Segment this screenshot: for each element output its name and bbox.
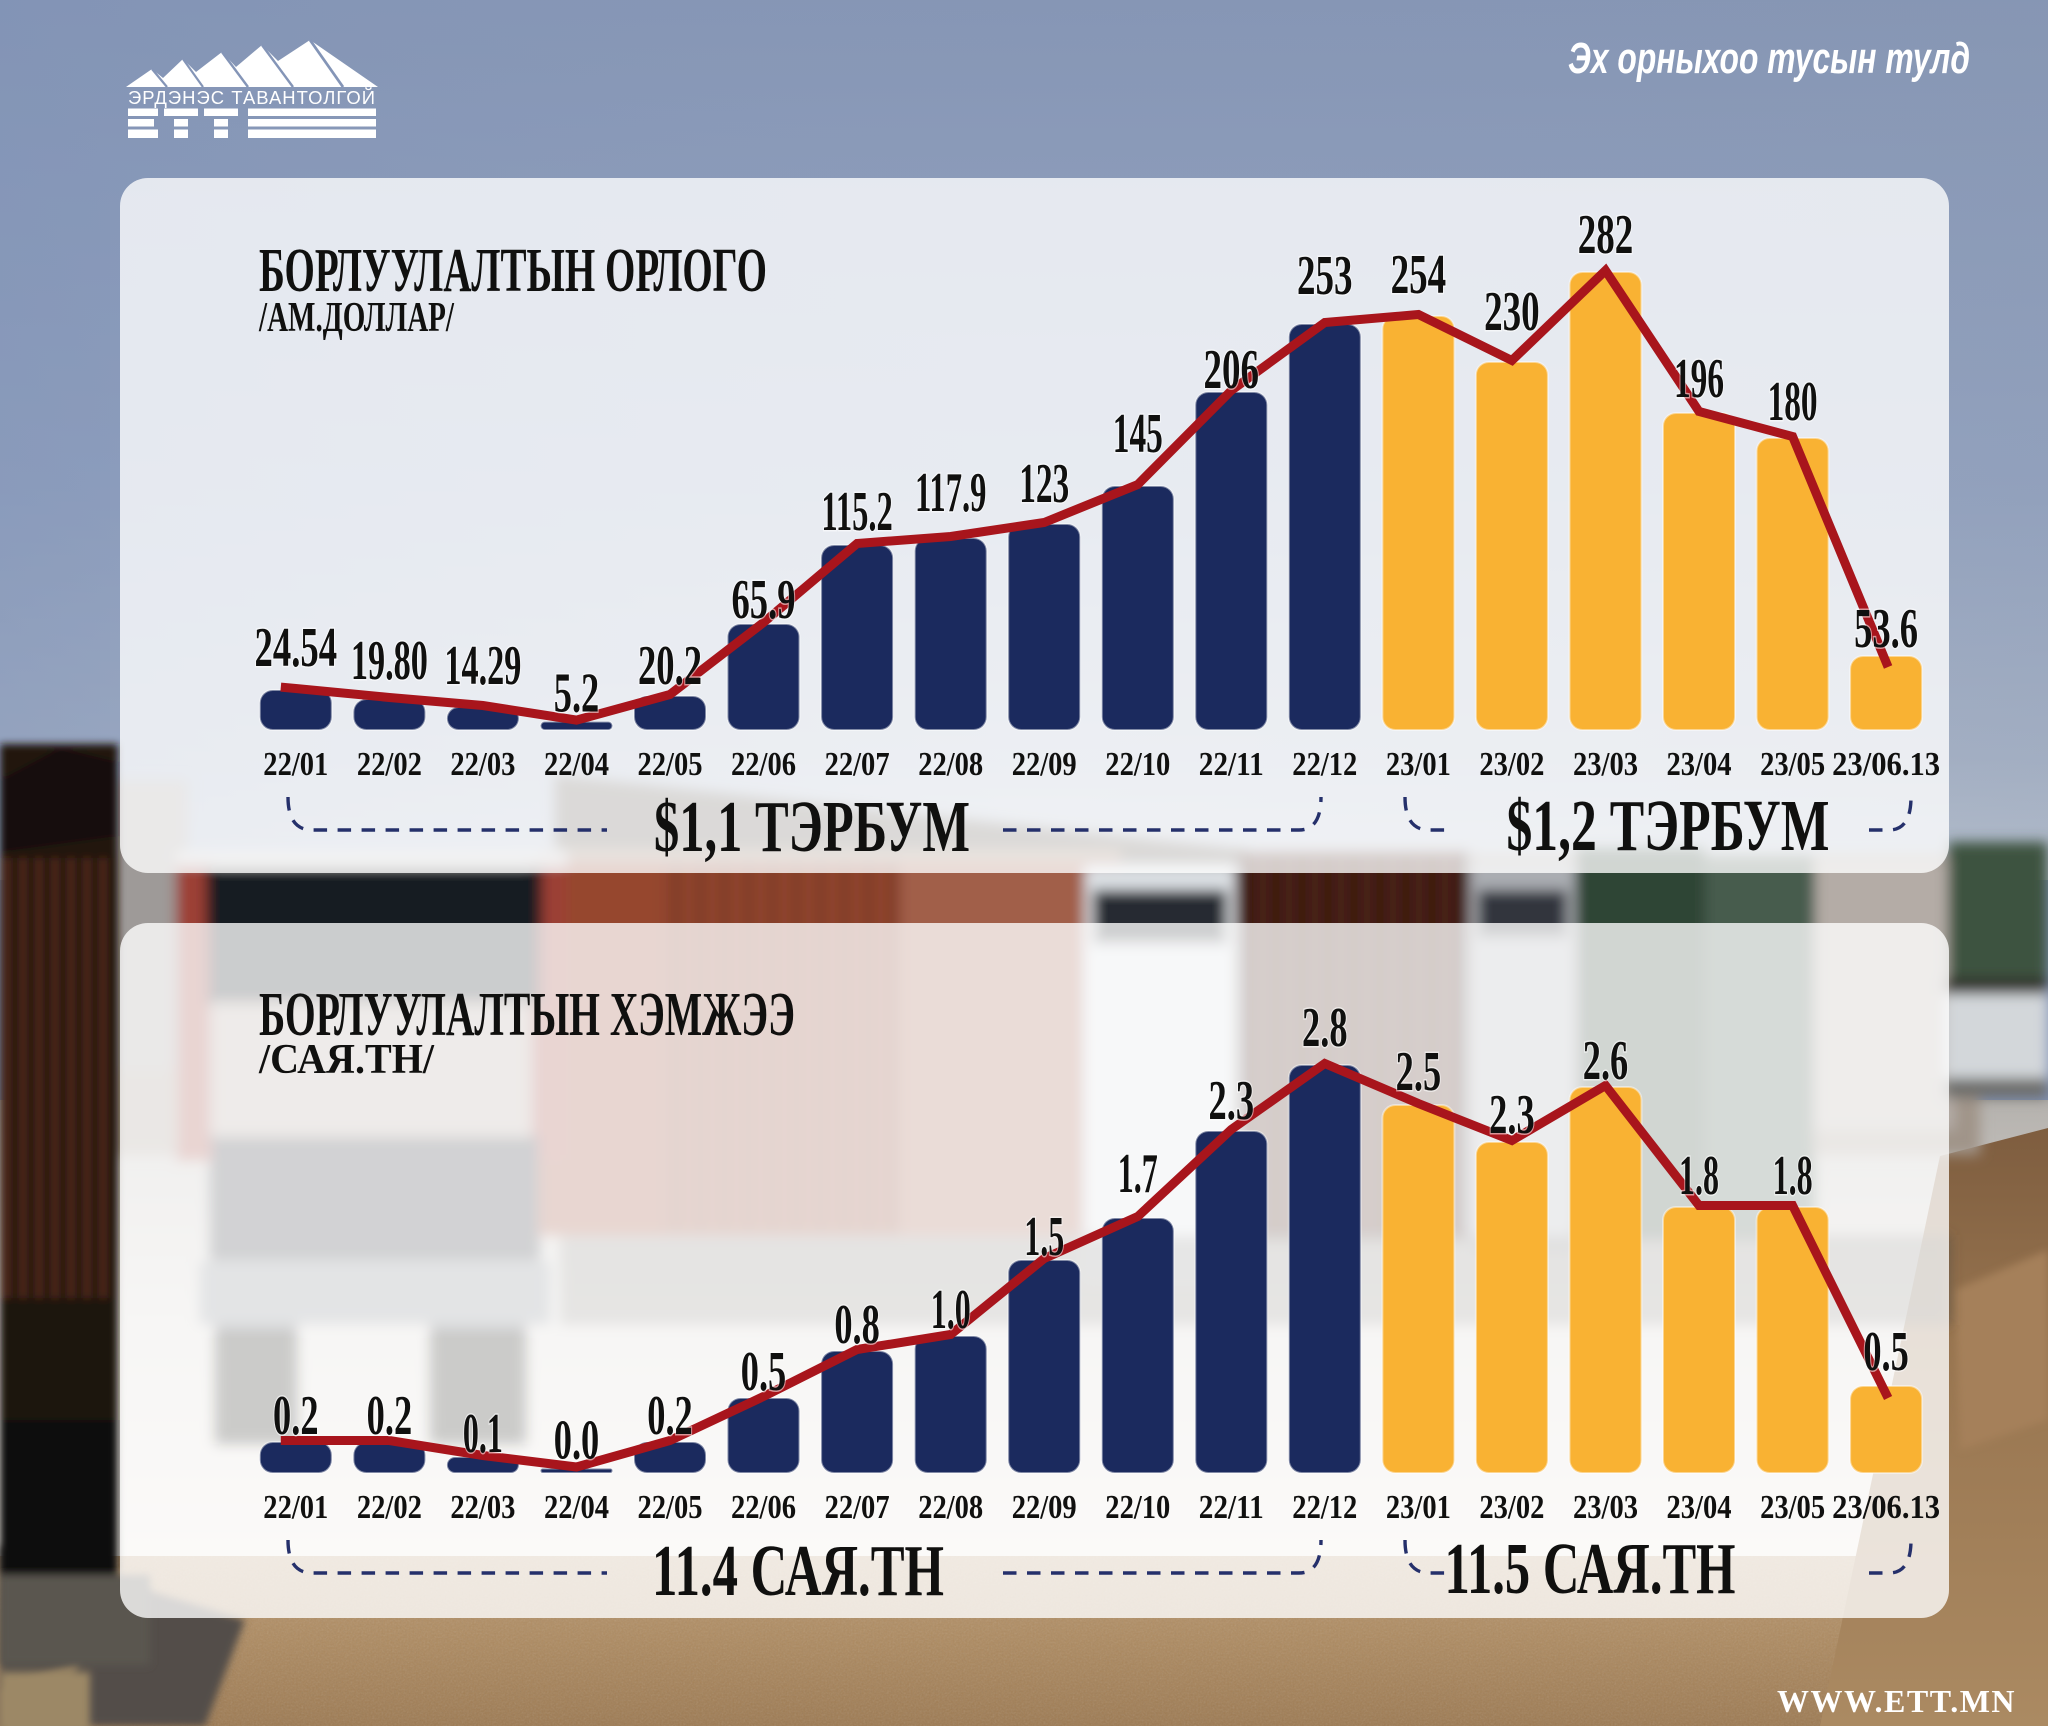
svg-text:0.2: 0.2 xyxy=(273,1385,319,1447)
svg-text:24.54: 24.54 xyxy=(255,617,338,679)
svg-text:0.8: 0.8 xyxy=(834,1294,880,1356)
svg-text:23/03: 23/03 xyxy=(1573,746,1638,783)
svg-text:1.5: 1.5 xyxy=(1024,1206,1064,1268)
svg-text:0.5: 0.5 xyxy=(1863,1321,1909,1383)
svg-text:14.29: 14.29 xyxy=(444,635,521,697)
svg-text:1.8: 1.8 xyxy=(1679,1145,1719,1207)
svg-text:22/11: 22/11 xyxy=(1199,1489,1264,1526)
svg-text:2.6: 2.6 xyxy=(1583,1030,1629,1092)
svg-text:5.2: 5.2 xyxy=(554,663,600,725)
svg-text:22/12: 22/12 xyxy=(1292,1489,1357,1526)
svg-text:180: 180 xyxy=(1768,371,1818,433)
svg-text:/САЯ.ТН/: /САЯ.ТН/ xyxy=(258,1037,435,1083)
svg-text:0.2: 0.2 xyxy=(647,1385,693,1447)
svg-text:11.5 САЯ.ТН: 11.5 САЯ.ТН xyxy=(1445,1528,1736,1609)
svg-text:19.80: 19.80 xyxy=(351,630,428,692)
svg-text:2.5: 2.5 xyxy=(1396,1041,1442,1103)
svg-text:22/02: 22/02 xyxy=(357,746,422,783)
svg-text:22/08: 22/08 xyxy=(918,1489,983,1526)
svg-text:253: 253 xyxy=(1297,245,1353,307)
svg-text:254: 254 xyxy=(1391,244,1447,306)
svg-text:23/04: 23/04 xyxy=(1667,746,1732,783)
svg-text:22/09: 22/09 xyxy=(1012,1489,1077,1526)
svg-text:1.0: 1.0 xyxy=(931,1279,971,1341)
svg-text:65.9: 65.9 xyxy=(732,569,796,631)
svg-text:282: 282 xyxy=(1578,204,1634,266)
svg-text:23/03: 23/03 xyxy=(1573,1489,1638,1526)
svg-text:22/01: 22/01 xyxy=(263,1489,328,1526)
svg-text:23/05: 23/05 xyxy=(1760,746,1825,783)
svg-text:23/01: 23/01 xyxy=(1386,1489,1451,1526)
svg-text:22/03: 22/03 xyxy=(450,746,515,783)
svg-text:ЭРДЭНЭС ТАВАНТОЛГОЙ: ЭРДЭНЭС ТАВАНТОЛГОЙ xyxy=(128,87,376,108)
svg-text:23/05: 23/05 xyxy=(1760,1489,1825,1526)
svg-text:206: 206 xyxy=(1204,339,1260,401)
svg-text:0.1: 0.1 xyxy=(463,1403,503,1465)
svg-text:20.2: 20.2 xyxy=(638,635,702,697)
svg-text:22/03: 22/03 xyxy=(450,1489,515,1526)
svg-text:11.4 САЯ.ТН: 11.4 САЯ.ТН xyxy=(652,1530,944,1611)
svg-text:22/12: 22/12 xyxy=(1292,746,1357,783)
svg-text:115.2: 115.2 xyxy=(821,481,893,543)
svg-text:22/06: 22/06 xyxy=(731,1489,796,1526)
svg-text:22/04: 22/04 xyxy=(544,746,609,783)
svg-text:23/06.13: 23/06.13 xyxy=(1832,1489,1940,1526)
svg-text:22/04: 22/04 xyxy=(544,1489,609,1526)
svg-text:Эх орныхоо тусын тулд: Эх орныхоо тусын тулд xyxy=(1568,34,1970,83)
svg-text:/АМ.ДОЛЛАР/: /АМ.ДОЛЛАР/ xyxy=(258,295,455,341)
svg-text:23/06.13: 23/06.13 xyxy=(1832,746,1940,783)
svg-text:230: 230 xyxy=(1484,281,1540,343)
svg-text:22/08: 22/08 xyxy=(918,746,983,783)
svg-text:22/01: 22/01 xyxy=(263,746,328,783)
svg-text:23/02: 23/02 xyxy=(1479,1489,1544,1526)
svg-text:$1,1 ТЭРБУМ: $1,1 ТЭРБУМ xyxy=(654,786,970,867)
svg-text:23/01: 23/01 xyxy=(1386,746,1451,783)
svg-text:1.7: 1.7 xyxy=(1118,1143,1158,1205)
svg-text:23/04: 23/04 xyxy=(1667,1489,1732,1526)
svg-text:22/06: 22/06 xyxy=(731,746,796,783)
svg-text:23/02: 23/02 xyxy=(1479,746,1544,783)
svg-text:$1,2 ТЭРБУМ: $1,2 ТЭРБУМ xyxy=(1507,785,1830,866)
svg-text:2.3: 2.3 xyxy=(1209,1070,1255,1132)
svg-text:22/07: 22/07 xyxy=(825,746,890,783)
svg-text:22/02: 22/02 xyxy=(357,1489,422,1526)
svg-text:22/05: 22/05 xyxy=(638,1489,703,1526)
svg-text:22/05: 22/05 xyxy=(638,746,703,783)
svg-text:0.0: 0.0 xyxy=(554,1410,600,1472)
svg-text:WWW.ETT.MN: WWW.ETT.MN xyxy=(1777,1683,2016,1719)
svg-text:196: 196 xyxy=(1674,348,1724,410)
svg-text:БОРЛУУЛАЛТЫН ОРЛОГО: БОРЛУУЛАЛТЫН ОРЛОГО xyxy=(259,237,767,305)
svg-text:БОРЛУУЛАЛТЫН ХЭМЖЭЭ: БОРЛУУЛАЛТЫН ХЭМЖЭЭ xyxy=(259,981,795,1049)
svg-text:22/10: 22/10 xyxy=(1105,746,1170,783)
svg-text:22/11: 22/11 xyxy=(1199,746,1264,783)
svg-text:145: 145 xyxy=(1113,403,1163,465)
svg-text:22/09: 22/09 xyxy=(1012,746,1077,783)
svg-text:22/10: 22/10 xyxy=(1105,1489,1170,1526)
svg-text:123: 123 xyxy=(1019,453,1069,515)
svg-text:0.2: 0.2 xyxy=(367,1385,413,1447)
svg-text:117.9: 117.9 xyxy=(915,462,987,524)
svg-text:2.3: 2.3 xyxy=(1489,1084,1535,1146)
svg-text:53.6: 53.6 xyxy=(1854,598,1918,660)
svg-text:1.8: 1.8 xyxy=(1773,1145,1813,1207)
svg-text:0.5: 0.5 xyxy=(741,1341,787,1403)
svg-text:2.8: 2.8 xyxy=(1302,997,1348,1059)
svg-text:22/07: 22/07 xyxy=(825,1489,890,1526)
